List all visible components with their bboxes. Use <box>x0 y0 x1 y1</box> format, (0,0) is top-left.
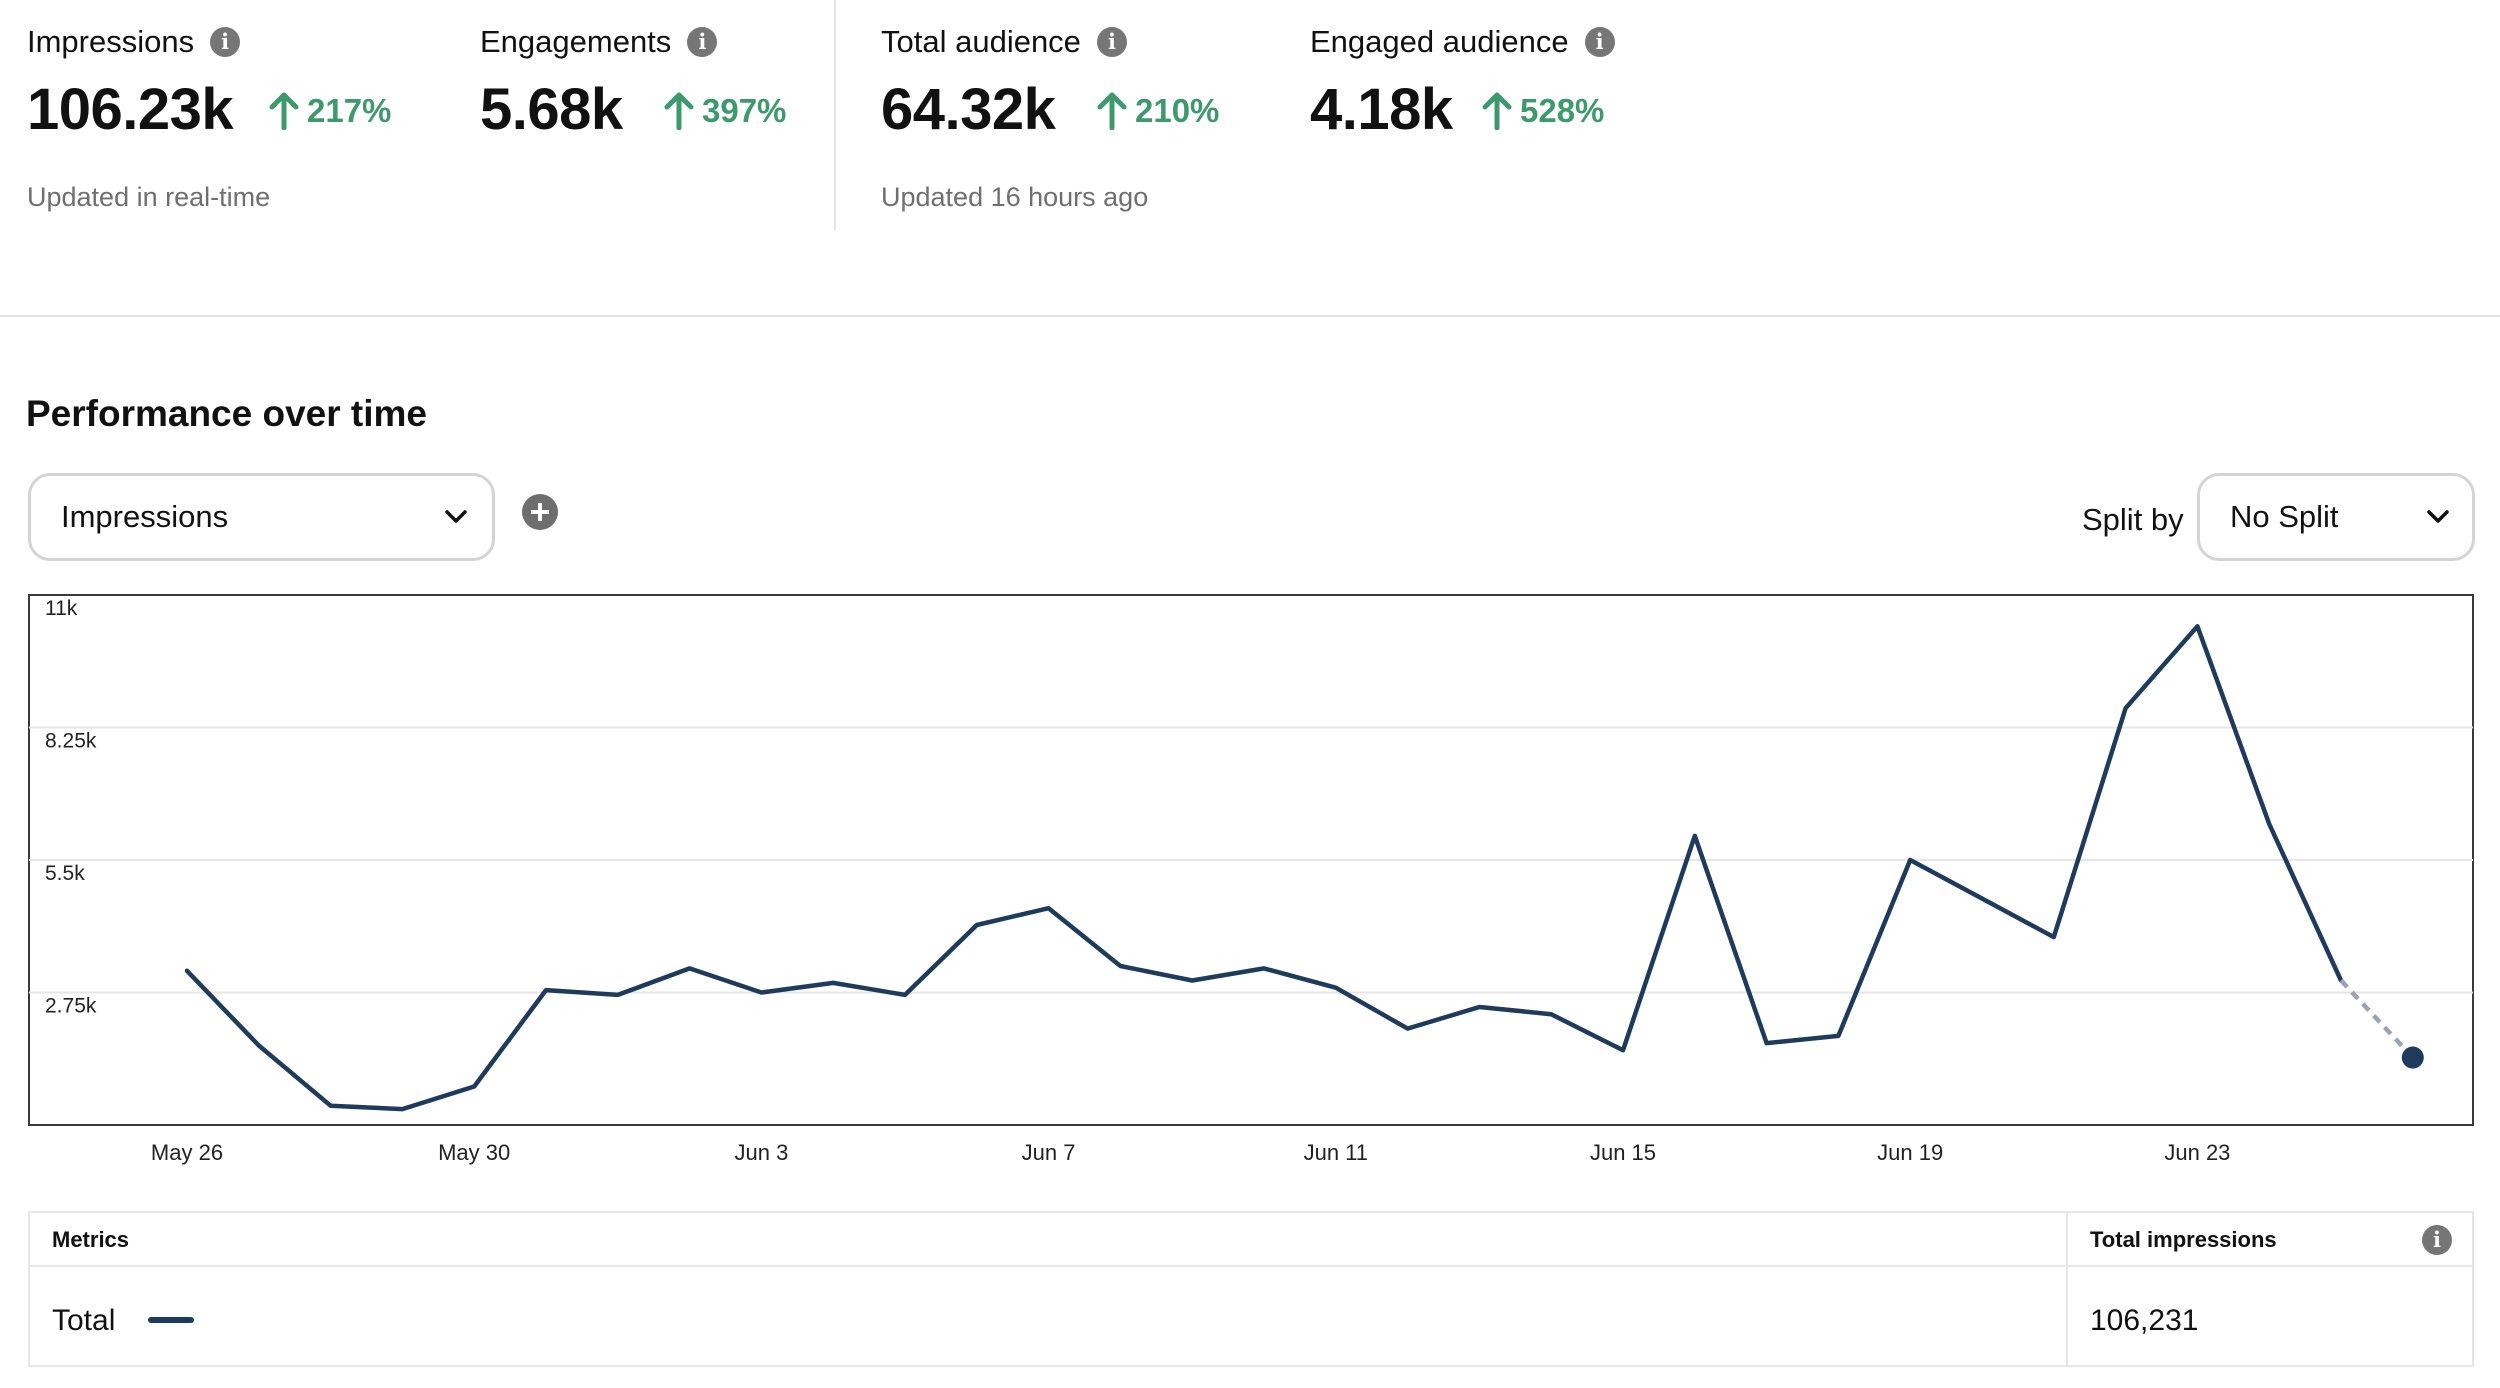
x-tick-label: Jun 19 <box>1877 1140 1943 1165</box>
info-icon[interactable]: i <box>210 27 241 57</box>
series-line-total <box>184 624 2344 1112</box>
metric-value: 64.32k <box>881 77 1056 142</box>
x-tick-label: Jun 7 <box>1022 1140 1076 1165</box>
metric-value: 5.68k <box>480 77 623 142</box>
split-by-label: Split by <box>2082 502 2184 537</box>
section-divider <box>834 0 836 230</box>
updated-text: Updated in real-time <box>27 182 271 212</box>
metric-value: 106.23k <box>27 77 234 142</box>
series-legend-swatch <box>148 1317 194 1323</box>
metric-value: 4.18k <box>1310 77 1453 142</box>
x-tick-label: May 26 <box>151 1140 223 1165</box>
add-metric-icon[interactable] <box>522 494 558 530</box>
updated-text: Updated 16 hours ago <box>881 182 1149 212</box>
arrow-up-icon <box>1097 92 1127 130</box>
arrow-up-icon <box>1482 92 1512 130</box>
y-tick-label: 2.75k <box>45 995 97 1018</box>
metric-label: Impressions <box>27 24 195 59</box>
arrow-up-icon <box>664 92 694 130</box>
info-icon[interactable]: i <box>687 27 718 57</box>
metric-change: 210% <box>1097 92 1219 130</box>
split-dropdown-value: No Split <box>2230 499 2339 534</box>
section-title: Performance over time <box>26 393 428 434</box>
performance-line-chart: 11k 8.25k 5.5k 2.75k May 26 May 30 Jun 3 Jun 7 J… <box>28 594 2474 1165</box>
chevron-down-icon <box>445 510 467 523</box>
metric-label: Engaged audience <box>1310 24 1569 59</box>
row-value: 106,231 <box>2090 1304 2199 1337</box>
metric-change: 528% <box>1482 92 1604 130</box>
x-tick-label: May 30 <box>438 1140 510 1165</box>
x-tick-label: Jun 23 <box>2164 1140 2230 1165</box>
table-header <box>30 1213 2472 1267</box>
metric-change: 217% <box>269 92 391 130</box>
total-impressions-column-header: Total impressions <box>2090 1227 2277 1252</box>
x-tick-label: Jun 15 <box>1590 1140 1656 1165</box>
data-point-latest[interactable] <box>2401 1046 2424 1069</box>
metric-label: Total audience <box>881 24 1081 59</box>
info-icon[interactable]: i <box>2422 1225 2452 1255</box>
row-label: Total <box>52 1304 116 1337</box>
arrow-up-icon <box>269 92 299 130</box>
info-icon[interactable]: i <box>1096 27 1127 57</box>
column-divider <box>2066 1213 2068 1365</box>
series-line-projected <box>2339 978 2415 1060</box>
metric-change: 397% <box>664 92 786 130</box>
y-tick-label: 11k <box>45 597 78 620</box>
metric-dropdown-value: Impressions <box>61 499 229 534</box>
metric-dropdown[interactable]: Impressions <box>28 473 495 561</box>
metric-label: Engagements <box>480 24 672 59</box>
split-dropdown[interactable]: No Split <box>2197 473 2475 561</box>
x-tick-label: Jun 11 <box>1304 1140 1368 1165</box>
x-tick-label: Jun 3 <box>734 1140 788 1165</box>
chevron-down-icon <box>2427 510 2449 523</box>
header-divider <box>0 315 2500 317</box>
metrics-column-header: Metrics <box>52 1227 130 1252</box>
y-tick-label: 5.5k <box>45 862 85 885</box>
metrics-table: Metrics Total impressions i Total 106,23… <box>28 1211 2474 1367</box>
info-icon[interactable]: i <box>1584 27 1615 57</box>
y-tick-label: 8.25k <box>45 730 97 753</box>
